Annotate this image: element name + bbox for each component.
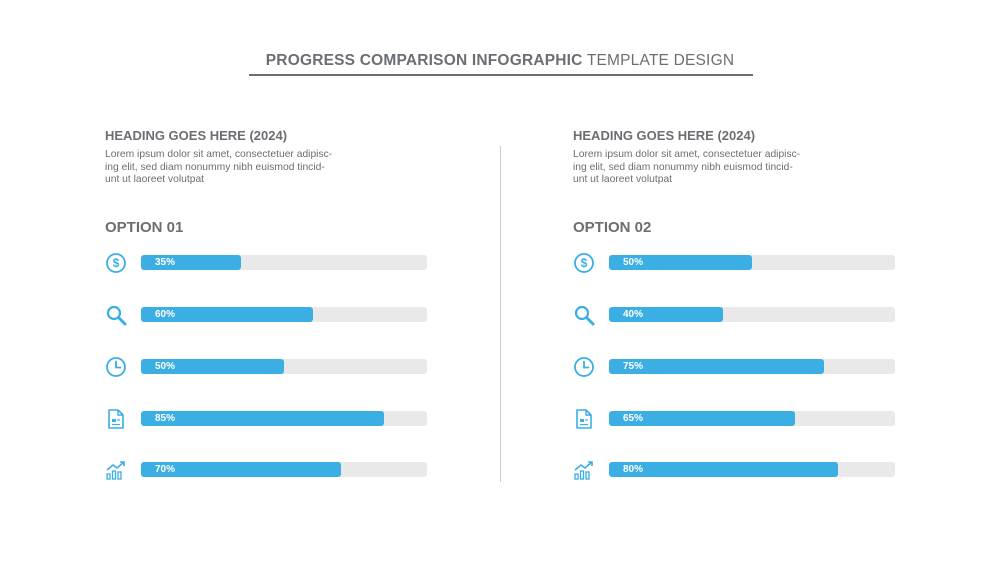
progress-row: 75% (573, 356, 895, 378)
progress-value: 50% (623, 257, 644, 268)
option-label: OPTION 01 (105, 219, 184, 236)
progress-value: 50% (155, 361, 176, 372)
progress-fill: 50% (141, 359, 284, 374)
progress-fill: 65% (609, 411, 795, 426)
panel-body-text: Lorem ipsum dolor sit amet, consectetuer… (105, 149, 375, 187)
progress-track: 50% (141, 359, 427, 374)
progress-fill: 70% (141, 462, 342, 477)
svg-text:$: $ (113, 256, 120, 270)
progress-track: 70% (141, 462, 427, 477)
progress-value: 35% (155, 257, 176, 268)
panel-heading: HEADING GOES HERE (2024) (573, 128, 756, 143)
progress-value: 60% (155, 309, 176, 320)
search-icon (573, 304, 595, 326)
progress-fill: 80% (609, 462, 838, 477)
progress-fill: 60% (141, 307, 313, 322)
progress-fill: 35% (141, 255, 242, 270)
progress-track: 75% (609, 359, 895, 374)
progress-row: 60% (105, 304, 427, 326)
document-icon (105, 408, 127, 430)
progress-row: $35% (105, 252, 427, 274)
progress-row: 50% (105, 356, 427, 378)
progress-row: 85% (105, 408, 427, 430)
progress-fill: 75% (609, 359, 824, 374)
title-light: TEMPLATE DESIGN (586, 52, 735, 69)
center-divider (500, 146, 501, 482)
progress-value: 70% (155, 464, 176, 475)
search-icon (105, 304, 127, 326)
panel-option-1: HEADING GOES HERE (2024) Lorem ipsum dolo… (105, 128, 435, 480)
progress-row: 70% (105, 459, 427, 481)
body-line: Lorem ipsum dolor sit amet, consectetuer… (105, 149, 333, 160)
progress-track: 40% (609, 307, 895, 322)
title-bold: PROGRESS COMPARISON INFOGRAPHIC (265, 52, 583, 69)
progress-track: 65% (609, 411, 895, 426)
growth-chart-icon (573, 459, 595, 481)
body-line: Lorem ipsum dolor sit amet, consectetuer… (573, 149, 801, 160)
panel-body-text: Lorem ipsum dolor sit amet, consectetuer… (573, 149, 843, 187)
progress-value: 65% (623, 413, 644, 424)
progress-track: 35% (141, 255, 427, 270)
clock-icon (105, 356, 127, 378)
progress-value: 75% (623, 361, 644, 372)
clock-icon (573, 356, 595, 378)
page-title: PROGRESS COMPARISON INFOGRAPHIC TEMPLATE… (0, 52, 1000, 70)
document-icon (573, 408, 595, 430)
progress-track: 60% (141, 307, 427, 322)
option-label: OPTION 02 (573, 219, 652, 236)
progress-row: 80% (573, 459, 895, 481)
progress-track: 85% (141, 411, 427, 426)
dollar-icon: $ (105, 252, 127, 274)
body-line: ing elit, sed diam nonummy nibh euismod … (105, 161, 325, 173)
dollar-icon: $ (573, 252, 595, 274)
progress-fill: 40% (609, 307, 724, 322)
progress-fill: 85% (141, 411, 385, 426)
progress-value: 80% (623, 464, 644, 475)
body-line: ing elit, sed diam nonummy nibh euismod … (573, 161, 793, 173)
growth-chart-icon (105, 459, 127, 481)
panel-option-2: HEADING GOES HERE (2024) Lorem ipsum dolo… (573, 128, 903, 480)
progress-row: 65% (573, 408, 895, 430)
progress-row: $50% (573, 252, 895, 274)
panel-heading: HEADING GOES HERE (2024) (105, 128, 288, 143)
progress-value: 40% (623, 309, 644, 320)
progress-fill: 50% (609, 255, 752, 270)
progress-track: 50% (609, 255, 895, 270)
progress-track: 80% (609, 462, 895, 477)
body-line: unt ut laoreet volutpat (573, 174, 673, 185)
body-line: unt ut laoreet volutpat (105, 174, 205, 185)
svg-text:$: $ (581, 256, 588, 270)
progress-row: 40% (573, 304, 895, 326)
progress-value: 85% (155, 413, 176, 424)
title-underline (249, 74, 753, 76)
